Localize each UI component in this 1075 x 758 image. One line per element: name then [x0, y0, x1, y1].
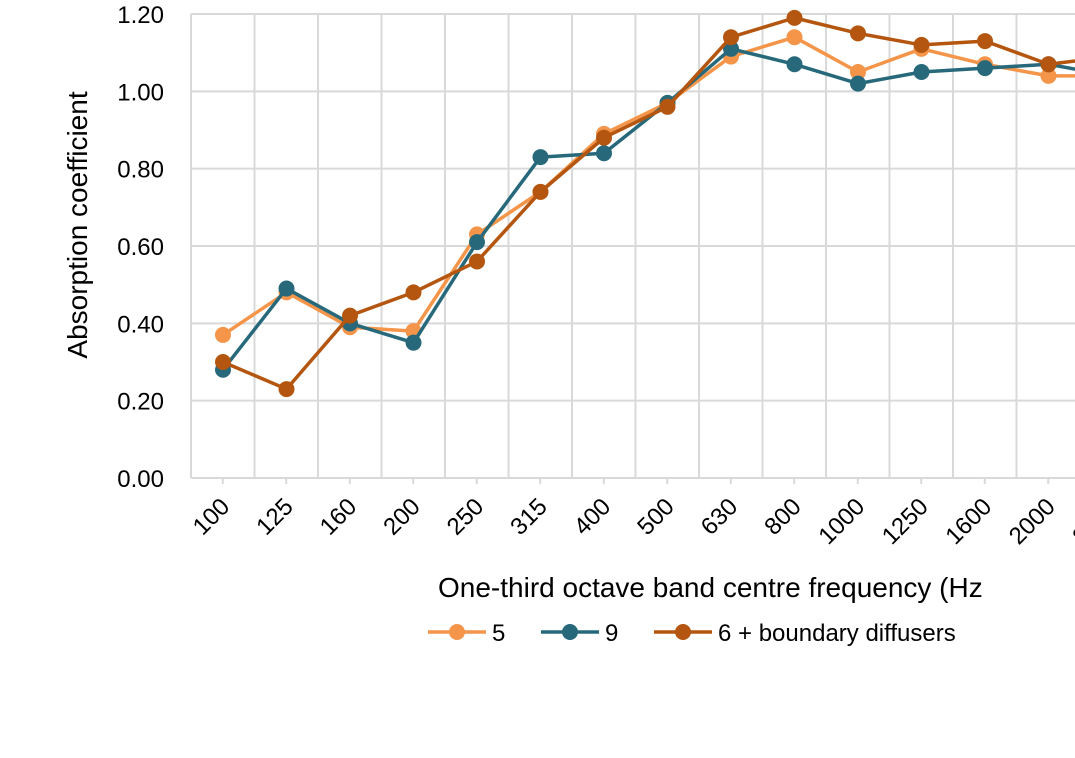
plot-series [215, 9, 1075, 398]
y-tick-label: 0.20 [117, 389, 164, 416]
x-tick-label: 250 [442, 493, 489, 540]
data-point [977, 60, 993, 77]
y-tick-label: 1.20 [117, 2, 164, 29]
data-point [596, 145, 612, 162]
data-point [469, 253, 485, 270]
x-tick-label: 1600 [940, 493, 997, 550]
data-point [977, 33, 993, 50]
data-point [278, 381, 295, 398]
x-tick-label: 500 [632, 493, 679, 540]
legend: 5 9 6 + boundary diffusers [428, 620, 956, 647]
data-point [786, 9, 803, 26]
data-point [913, 64, 930, 80]
data-point [532, 183, 549, 200]
series-1 [215, 29, 1075, 343]
legend-marker [562, 624, 578, 640]
legend-label: 5 [492, 620, 505, 647]
series-3 [215, 9, 1075, 398]
data-point [786, 29, 803, 46]
grid [190, 13, 1075, 484]
x-tick-label: 1250 [877, 493, 934, 550]
x-tick-label: 630 [696, 493, 743, 540]
x-tick-label: 125 [251, 493, 298, 540]
series-line [222, 35, 1075, 337]
x-tick-label: 160 [315, 493, 362, 540]
y-axis-title: Absorption coefficient [62, 91, 93, 358]
data-point [469, 234, 485, 251]
data-point [850, 64, 866, 80]
y-tick-label: 1.00 [117, 79, 164, 106]
data-point [532, 149, 549, 166]
x-axis-ticks: 100 125 160 200 250 315 400 500 630 800 1000 1250 16… [188, 493, 1075, 550]
x-tick-label: 2000 [1004, 493, 1061, 550]
data-point [913, 36, 930, 53]
data-point [215, 326, 231, 343]
y-axis-ticks: 0.00 0.20 0.40 0.60 0.80 1.00 1.20 [117, 2, 164, 493]
data-point [659, 98, 676, 115]
data-point [723, 29, 739, 46]
data-point [405, 334, 422, 351]
data-point [405, 284, 422, 301]
data-point [278, 280, 295, 297]
legend-marker [675, 624, 691, 640]
data-point [1040, 56, 1057, 73]
data-point [1040, 67, 1057, 84]
x-tick-label: 1000 [813, 493, 870, 550]
x-tick-label: 400 [569, 493, 616, 540]
data-point [596, 129, 612, 146]
legend-label: 9 [605, 620, 618, 647]
data-point [786, 56, 803, 73]
data-point [850, 75, 866, 92]
data-point [850, 25, 866, 42]
data-point [342, 307, 358, 324]
x-tick-label: 315 [505, 493, 552, 540]
x-tick-label: 200 [378, 493, 425, 540]
data-point [215, 354, 231, 370]
legend-marker [449, 624, 465, 640]
x-axis-title: One-third octave band centre frequency (… [438, 572, 983, 603]
legend-label: 6 + boundary diffusers [718, 620, 956, 647]
y-tick-label: 0.00 [117, 466, 164, 493]
data-point [723, 40, 739, 57]
x-tick-label: 2500 [1067, 493, 1075, 550]
y-tick-label: 0.60 [117, 234, 164, 261]
x-tick-label: 800 [759, 493, 806, 540]
y-tick-label: 0.80 [117, 157, 164, 184]
y-tick-label: 0.40 [117, 311, 164, 338]
x-tick-label: 100 [188, 493, 235, 540]
